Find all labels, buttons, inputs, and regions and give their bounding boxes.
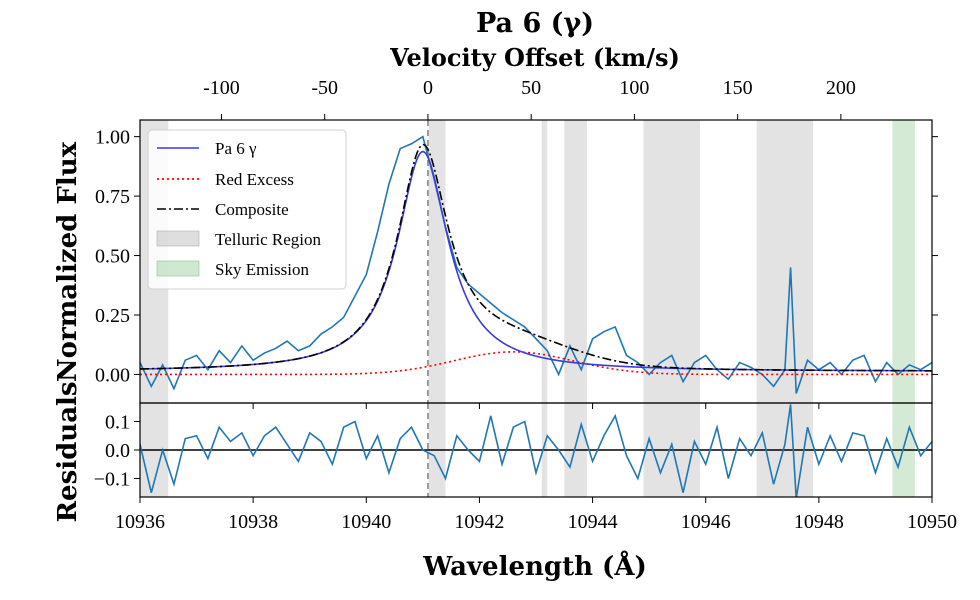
- chart-title: Pa 6 (γ): [476, 8, 594, 39]
- top-tick-label: 200: [826, 77, 856, 99]
- top-tick-label: 50: [521, 77, 541, 99]
- main-series: [140, 135, 932, 394]
- y-tick-label-main: 1.00: [95, 127, 130, 149]
- telluric-region-3: [564, 120, 587, 403]
- x-axis-label: Wavelength (Å): [422, 551, 647, 582]
- x-tick-label: 10948: [794, 511, 844, 533]
- legend-label-pa6: Pa 6 γ: [215, 139, 257, 158]
- top-tick-label: 0: [423, 77, 433, 99]
- x-tick-label: 10940: [341, 511, 391, 533]
- y-tick-label-main: 0.50: [95, 246, 130, 268]
- data-spectrum-line: [140, 135, 932, 394]
- legend: Pa 6 γ Red Excess Composite Telluric Reg…: [147, 129, 347, 290]
- legend-box: [147, 129, 347, 290]
- axis-ticks: 10936 10938 10940 10942 10944 10946 10948 10950…: [94, 77, 957, 533]
- top-axis-label: Velocity Offset (km/s): [389, 43, 680, 72]
- legend-swatch-telluric: [156, 230, 200, 247]
- y-tick-label-main: 0.75: [95, 186, 130, 208]
- telluric-region-4: [643, 120, 701, 403]
- y-axis-label-main: Normalized Flux: [53, 141, 83, 382]
- y-tick-label-resid: 0.1: [105, 412, 130, 434]
- legend-label-composite: Composite: [215, 200, 289, 219]
- legend-label-sky: Sky Emission: [215, 260, 309, 279]
- legend-swatch-sky: [156, 260, 200, 277]
- top-tick-label: -100: [203, 77, 240, 99]
- x-tick-label: 10936: [115, 511, 165, 533]
- x-tick-label: 10942: [454, 511, 504, 533]
- top-tick-label: 150: [723, 77, 753, 99]
- legend-label-red-excess: Red Excess: [215, 170, 294, 189]
- y-tick-label-resid: 0.0: [105, 440, 130, 462]
- residuals-line: [140, 404, 932, 497]
- x-tick-label: 10938: [228, 511, 278, 533]
- top-tick-label: 100: [619, 77, 649, 99]
- legend-label-telluric: Telluric Region: [215, 230, 321, 249]
- main-shaded-regions: [140, 120, 916, 403]
- y-tick-label-main: 0.25: [95, 305, 130, 327]
- residual-series: [140, 404, 932, 497]
- top-tick-label: -50: [311, 77, 338, 99]
- y-tick-label-resid: −0.1: [94, 468, 130, 490]
- y-axis-label-residuals: Residuals: [53, 381, 83, 522]
- x-tick-label: 10944: [568, 511, 618, 533]
- x-tick-label: 10946: [681, 511, 731, 533]
- sky-emission-region-0: [892, 120, 916, 403]
- composite-curve: [140, 143, 932, 372]
- telluric-region-1: [428, 120, 446, 403]
- telluric-region-2: [541, 120, 548, 403]
- x-tick-label: 10950: [907, 511, 957, 533]
- y-tick-label-main: 0.00: [95, 364, 130, 386]
- residual-axes-frame: [139, 402, 933, 498]
